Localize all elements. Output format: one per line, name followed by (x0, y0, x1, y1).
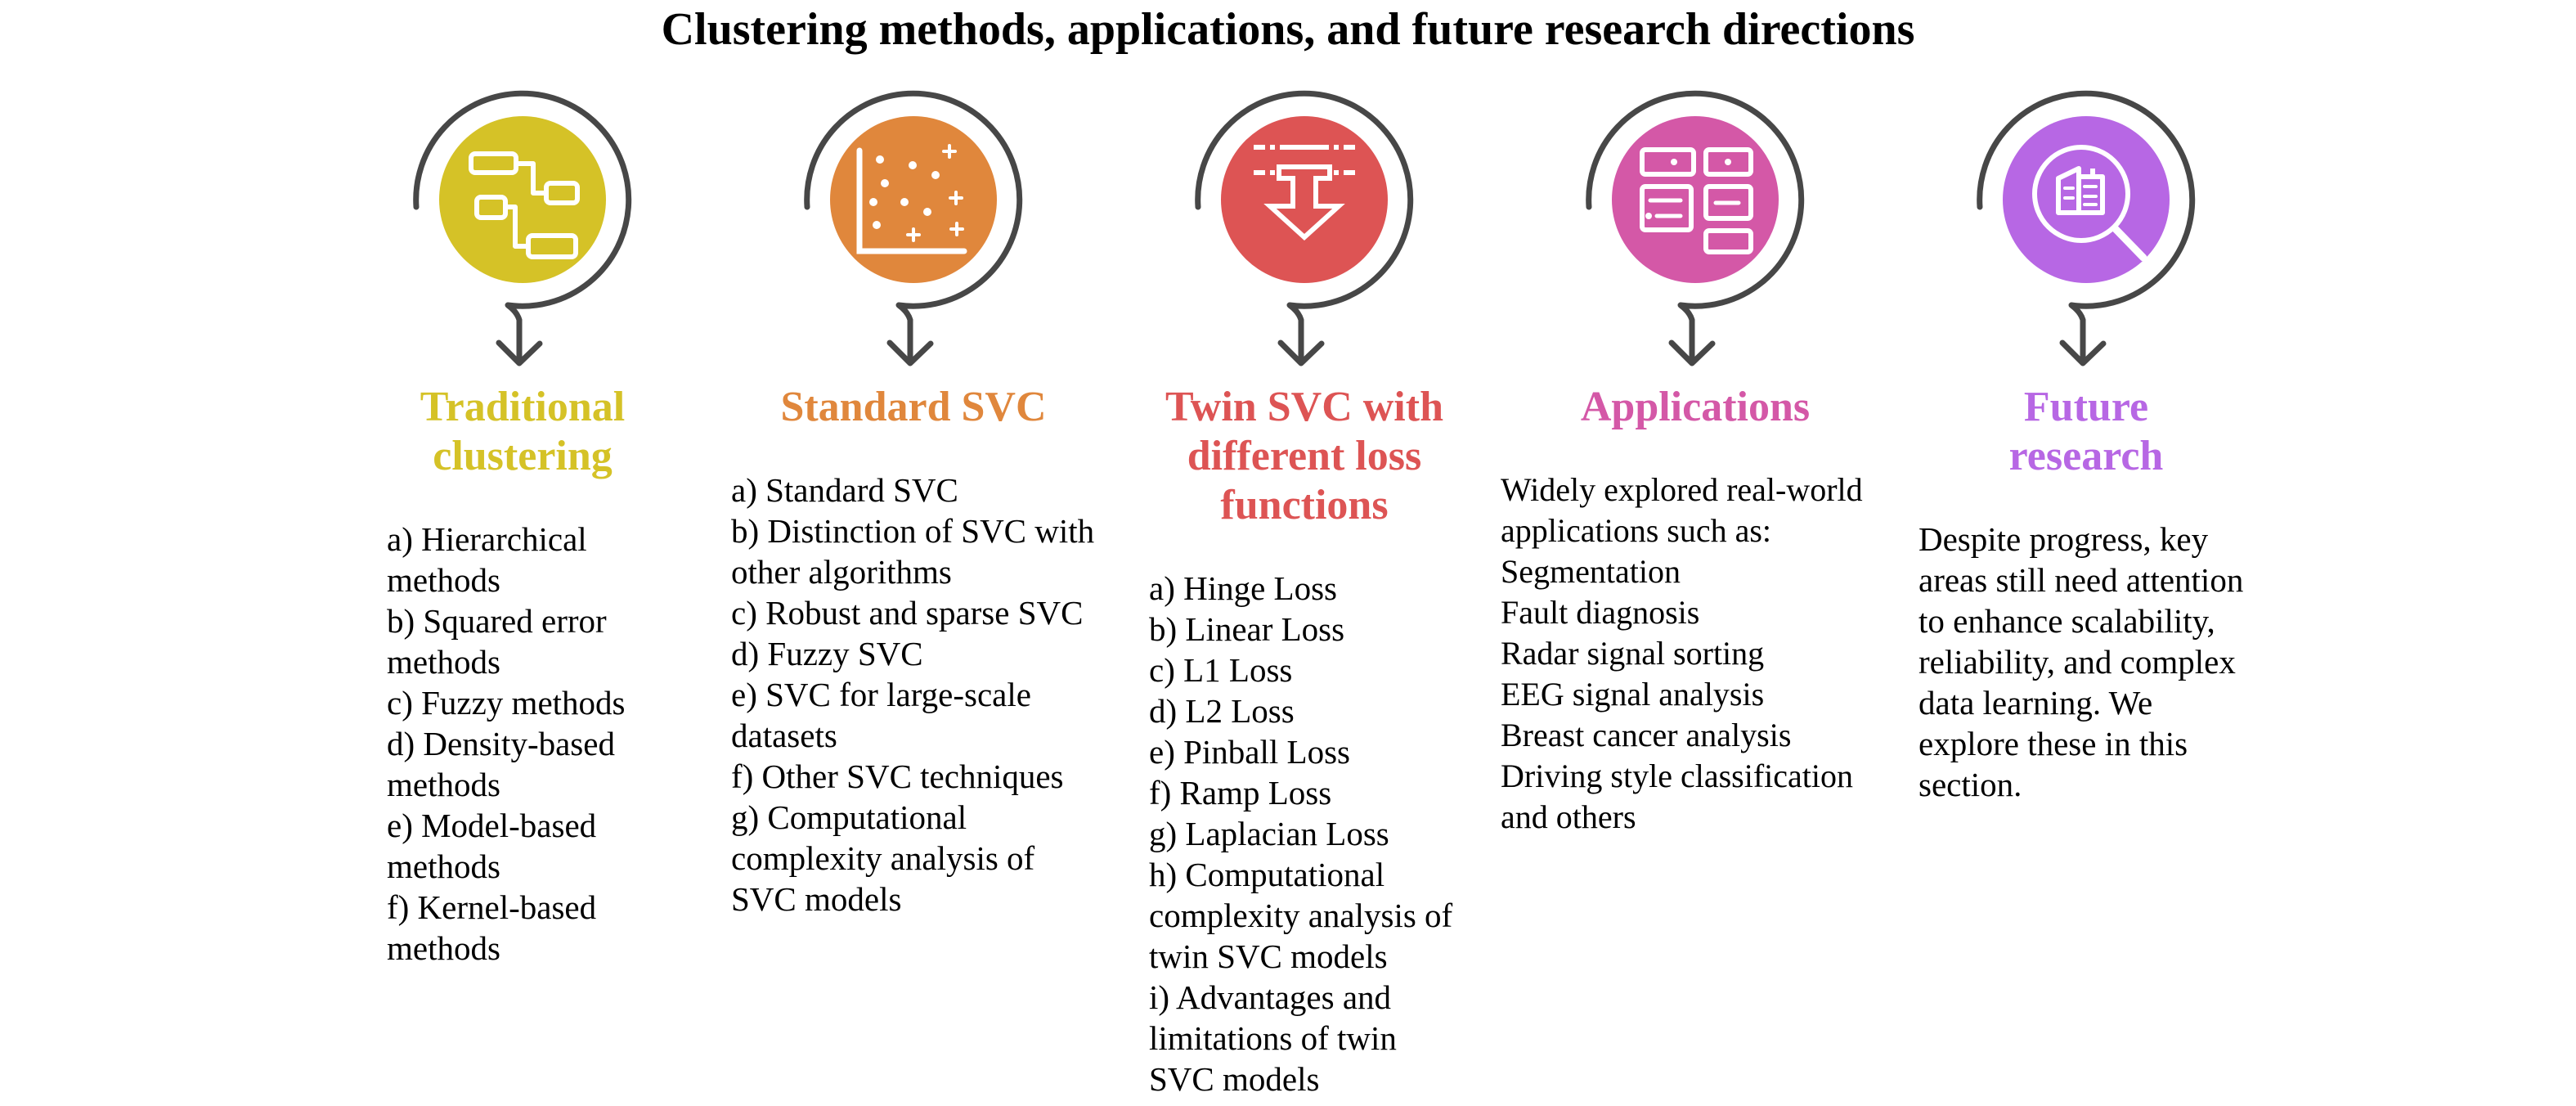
icon-circle (439, 116, 606, 284)
column-twin-svc: Twin SVC with different loss functions a… (1109, 77, 1500, 1099)
column-heading: Standard SVC (780, 384, 1047, 431)
icon-circle (1221, 116, 1388, 284)
circular-arrow (1586, 91, 1805, 366)
icon-circle (830, 116, 997, 284)
page-title: Clustering methods, applications, and fu… (661, 4, 1915, 55)
circular-arrow (1977, 91, 2196, 366)
magnifier-document-icon (1977, 91, 2196, 366)
icon-circle (1612, 116, 1779, 284)
flowchart-glyph (469, 151, 580, 260)
column-heading: Traditional clustering (420, 384, 626, 480)
magnifier-document-glyph (2032, 145, 2147, 262)
dashboard-icon (1586, 91, 1805, 366)
columns-row: Traditional clustering a) Hierarchical m… (327, 77, 2282, 1099)
download-arrow-icon (1195, 91, 1414, 366)
column-applications: Applications Widely explored real-world … (1500, 77, 1891, 1099)
scatter-plot-glyph (856, 144, 967, 254)
circular-arrow (1195, 91, 1414, 366)
dashboard-glyph (1640, 147, 1753, 255)
column-future-research: Future research Despite progress, key ar… (1891, 77, 2282, 1099)
download-arrow-glyph (1254, 145, 1355, 241)
circular-arrow (413, 91, 632, 366)
scatter-plot-icon (804, 91, 1023, 366)
column-item-list: a) Hierarchical methods b) Squared error… (387, 520, 626, 968)
column-traditional-clustering: Traditional clustering a) Hierarchical m… (327, 77, 718, 1099)
column-standard-svc: Standard SVC a) Standard SVC b) Distinct… (718, 77, 1109, 1099)
circular-arrow (804, 91, 1023, 366)
column-heading: Future research (2008, 384, 2164, 480)
column-heading: Applications (1580, 384, 1811, 431)
column-paragraph: Despite progress, key areas still need a… (1919, 520, 2244, 804)
flowchart-icon (413, 91, 632, 366)
column-item-list: Widely explored real-world applications … (1501, 471, 1863, 836)
column-item-list: a) Standard SVC b) Distinction of SVC wi… (731, 471, 1095, 919)
column-heading: Twin SVC with different loss functions (1165, 384, 1443, 529)
column-item-list: a) Hinge Loss b) Linear Loss c) L1 Loss … (1149, 569, 1453, 1099)
